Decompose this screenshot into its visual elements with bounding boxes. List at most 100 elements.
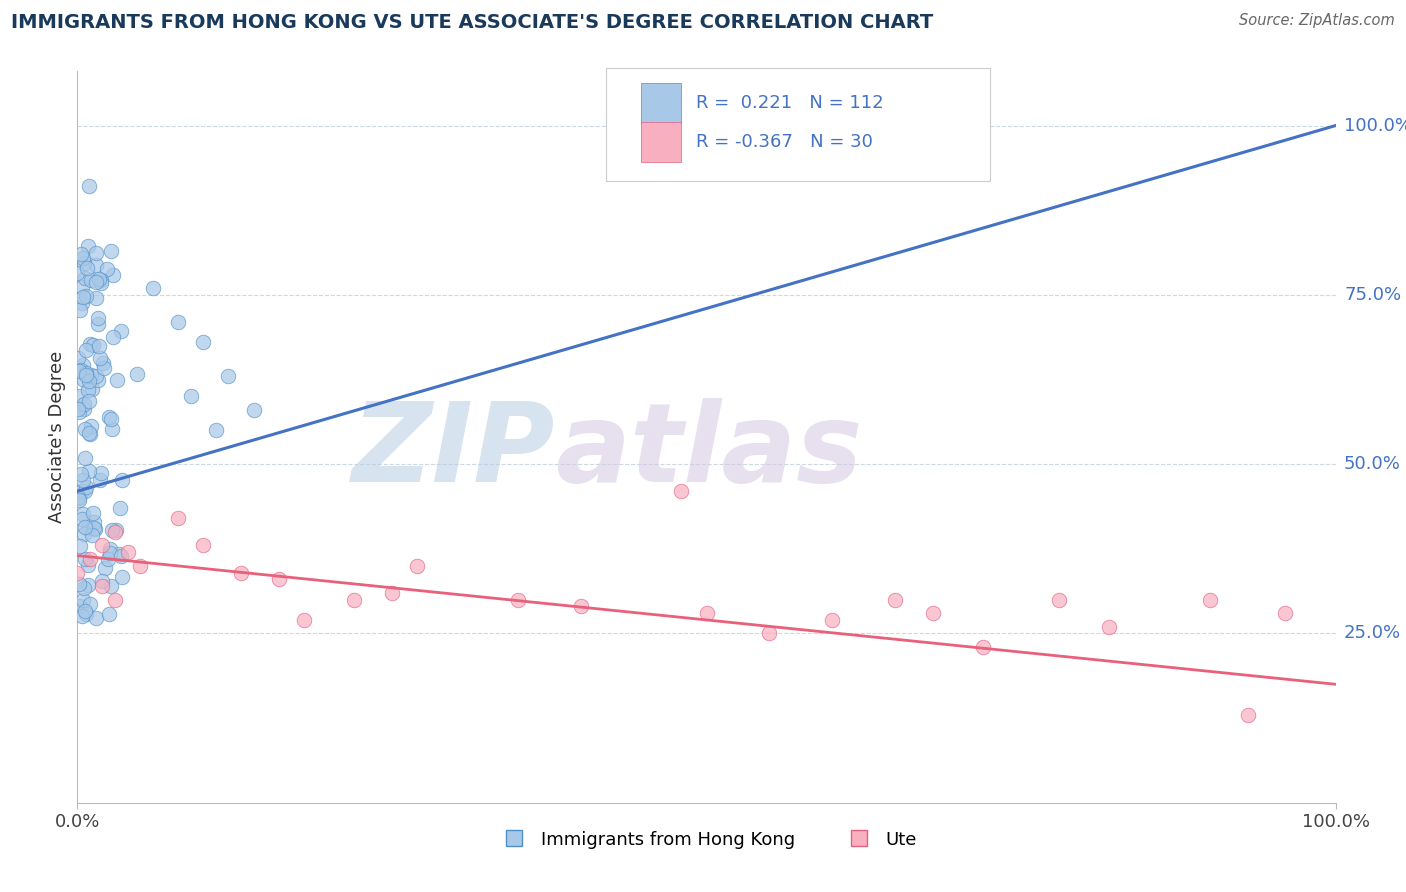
Point — [1236, 707, 1258, 722]
Point — [381, 586, 404, 600]
Bar — [641, 122, 682, 162]
Point — [87, 317, 110, 331]
Point — [75, 366, 97, 380]
Point — [76, 239, 98, 253]
Point — [96, 262, 118, 277]
Point — [73, 581, 96, 595]
Point — [343, 592, 366, 607]
Point — [884, 592, 907, 607]
Point — [69, 389, 91, 403]
Point — [73, 527, 96, 541]
Point — [83, 522, 105, 536]
Point — [292, 613, 315, 627]
Point — [79, 427, 101, 442]
Point — [100, 546, 122, 560]
Point — [922, 606, 945, 620]
Point — [110, 549, 132, 563]
Point — [84, 246, 107, 260]
Point — [111, 570, 134, 584]
Point — [69, 303, 91, 318]
Point — [66, 266, 89, 280]
Point — [70, 609, 93, 624]
Point — [75, 368, 97, 383]
Point — [77, 521, 100, 535]
Point — [91, 538, 114, 552]
Point — [67, 577, 90, 591]
Point — [167, 511, 190, 525]
Point — [75, 271, 97, 285]
Point — [91, 579, 114, 593]
Point — [75, 520, 97, 534]
Point — [180, 389, 202, 403]
Point — [79, 336, 101, 351]
Point — [83, 515, 105, 529]
Point — [69, 539, 91, 553]
Point — [98, 542, 121, 557]
Point — [86, 369, 108, 384]
Point — [671, 484, 693, 499]
Point — [70, 247, 93, 261]
Point — [83, 521, 105, 535]
Point — [100, 244, 122, 258]
Point — [229, 566, 252, 580]
Point — [129, 558, 152, 573]
Point — [100, 412, 122, 426]
Point — [1098, 620, 1121, 634]
Point — [696, 606, 718, 620]
Point — [76, 260, 98, 275]
Point — [90, 273, 112, 287]
Point — [73, 422, 96, 436]
Point — [101, 268, 124, 283]
Point — [104, 592, 127, 607]
Point — [67, 363, 90, 377]
Point — [79, 552, 101, 566]
Text: IMMIGRANTS FROM HONG KONG VS UTE ASSOCIATE'S DEGREE CORRELATION CHART: IMMIGRANTS FROM HONG KONG VS UTE ASSOCIA… — [11, 13, 934, 32]
Point — [758, 626, 780, 640]
Point — [267, 572, 290, 586]
Point — [108, 547, 131, 561]
Point — [75, 607, 97, 621]
Point — [77, 179, 100, 194]
Point — [75, 343, 97, 357]
Point — [204, 423, 226, 437]
Point — [67, 490, 90, 504]
Point — [66, 566, 89, 580]
Point — [73, 397, 96, 411]
Point — [89, 351, 111, 365]
Point — [72, 251, 94, 265]
Point — [406, 558, 429, 573]
Point — [87, 311, 110, 326]
Point — [80, 528, 103, 542]
Point — [117, 545, 139, 559]
Point — [72, 358, 94, 372]
Point — [77, 426, 100, 441]
Point — [77, 374, 100, 388]
Point — [108, 501, 131, 516]
Point — [73, 402, 96, 417]
Bar — [641, 83, 682, 123]
Point — [72, 508, 94, 522]
Point — [84, 291, 107, 305]
Point — [70, 467, 93, 481]
Point — [972, 640, 994, 654]
Y-axis label: Associate's Degree: Associate's Degree — [48, 351, 66, 524]
Point — [80, 418, 103, 433]
Point — [67, 491, 90, 506]
Point — [73, 256, 96, 270]
Text: Source: ZipAtlas.com: Source: ZipAtlas.com — [1239, 13, 1395, 29]
Point — [75, 481, 97, 495]
Point — [72, 290, 94, 304]
Text: 50.0%: 50.0% — [1344, 455, 1400, 473]
Point — [66, 351, 89, 365]
Point — [72, 473, 94, 487]
Point — [73, 604, 96, 618]
Point — [191, 335, 215, 350]
Point — [76, 577, 98, 591]
Text: ZIP: ZIP — [352, 398, 555, 505]
Point — [70, 280, 93, 294]
Point — [67, 405, 90, 419]
Legend: Immigrants from Hong Kong, Ute: Immigrants from Hong Kong, Ute — [489, 823, 924, 856]
Point — [84, 275, 107, 289]
Point — [66, 401, 89, 416]
Point — [97, 552, 120, 566]
